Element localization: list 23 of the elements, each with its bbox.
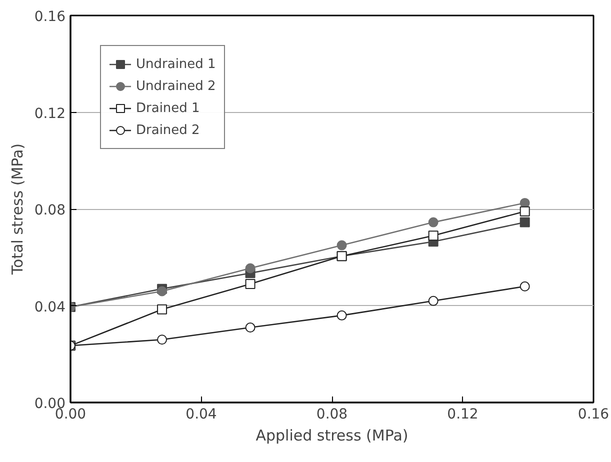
y-tick-label: 0.04 — [34, 299, 66, 316]
legend-label: Drained 2 — [136, 122, 200, 138]
legend-label: Undrained 2 — [136, 78, 216, 94]
point — [157, 304, 168, 314]
y-axis-title: Total stress (MPa) — [8, 143, 26, 276]
y-tick-label: 0.08 — [34, 202, 66, 218]
legend-label: Undrained 1 — [136, 56, 216, 72]
point — [520, 206, 530, 216]
point — [245, 263, 256, 274]
point — [157, 286, 168, 296]
point — [520, 198, 530, 208]
legend-label: Drained 1 — [136, 100, 200, 116]
point — [520, 217, 530, 228]
x-tick-label: 0.16 — [578, 406, 610, 422]
point — [336, 240, 347, 250]
point — [428, 217, 438, 228]
y-tick-label: 0.12 — [34, 106, 66, 122]
x-tick-label: 0.12 — [447, 406, 478, 422]
point — [428, 230, 438, 241]
x-tick-label: 0.08 — [316, 406, 348, 422]
x-axis-title: Applied stress (MPa) — [256, 426, 408, 444]
x-tick-label: 0.04 — [186, 406, 217, 422]
y-tick-label: 0.16 — [34, 9, 66, 25]
